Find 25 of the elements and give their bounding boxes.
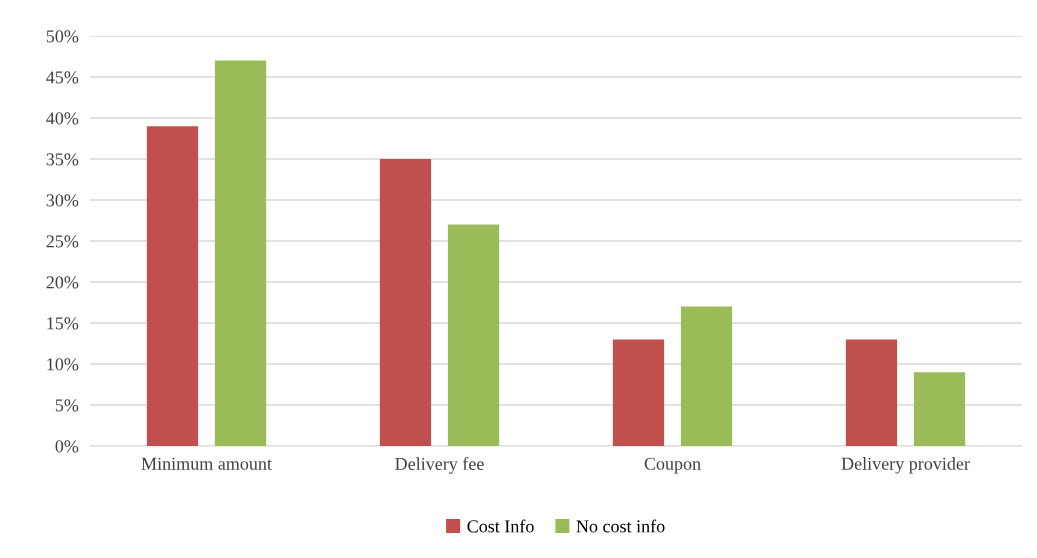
- y-tick-label: 35%: [46, 153, 79, 166]
- legend-label: No cost info: [576, 519, 665, 533]
- y-tick-label: 45%: [46, 71, 79, 84]
- y-tick-label: 50%: [46, 30, 79, 43]
- y-tick-label: 15%: [47, 317, 79, 330]
- bar: [612, 339, 665, 446]
- bar: [913, 372, 966, 446]
- bar: [214, 60, 267, 446]
- y-tick-label: 30%: [46, 194, 79, 207]
- x-tick-label: Coupon: [644, 457, 701, 474]
- y-tick-label: 40%: [46, 112, 79, 125]
- y-tick-label: 10%: [47, 358, 79, 371]
- bar: [146, 126, 199, 446]
- x-tick-label: Minimum amount: [141, 457, 272, 470]
- bar: [680, 306, 733, 446]
- y-tick-label: 0%: [55, 440, 79, 453]
- bar: [379, 159, 432, 446]
- y-tick-label: 25%: [46, 235, 79, 248]
- x-tick-label: Delivery provider: [841, 457, 970, 474]
- bar: [447, 224, 500, 446]
- y-tick-label: 5%: [55, 399, 79, 412]
- y-tick-label: 20%: [46, 276, 79, 289]
- x-tick-label: Delivery fee: [395, 457, 484, 474]
- legend-label: Cost Info: [467, 519, 534, 533]
- bar: [845, 339, 898, 446]
